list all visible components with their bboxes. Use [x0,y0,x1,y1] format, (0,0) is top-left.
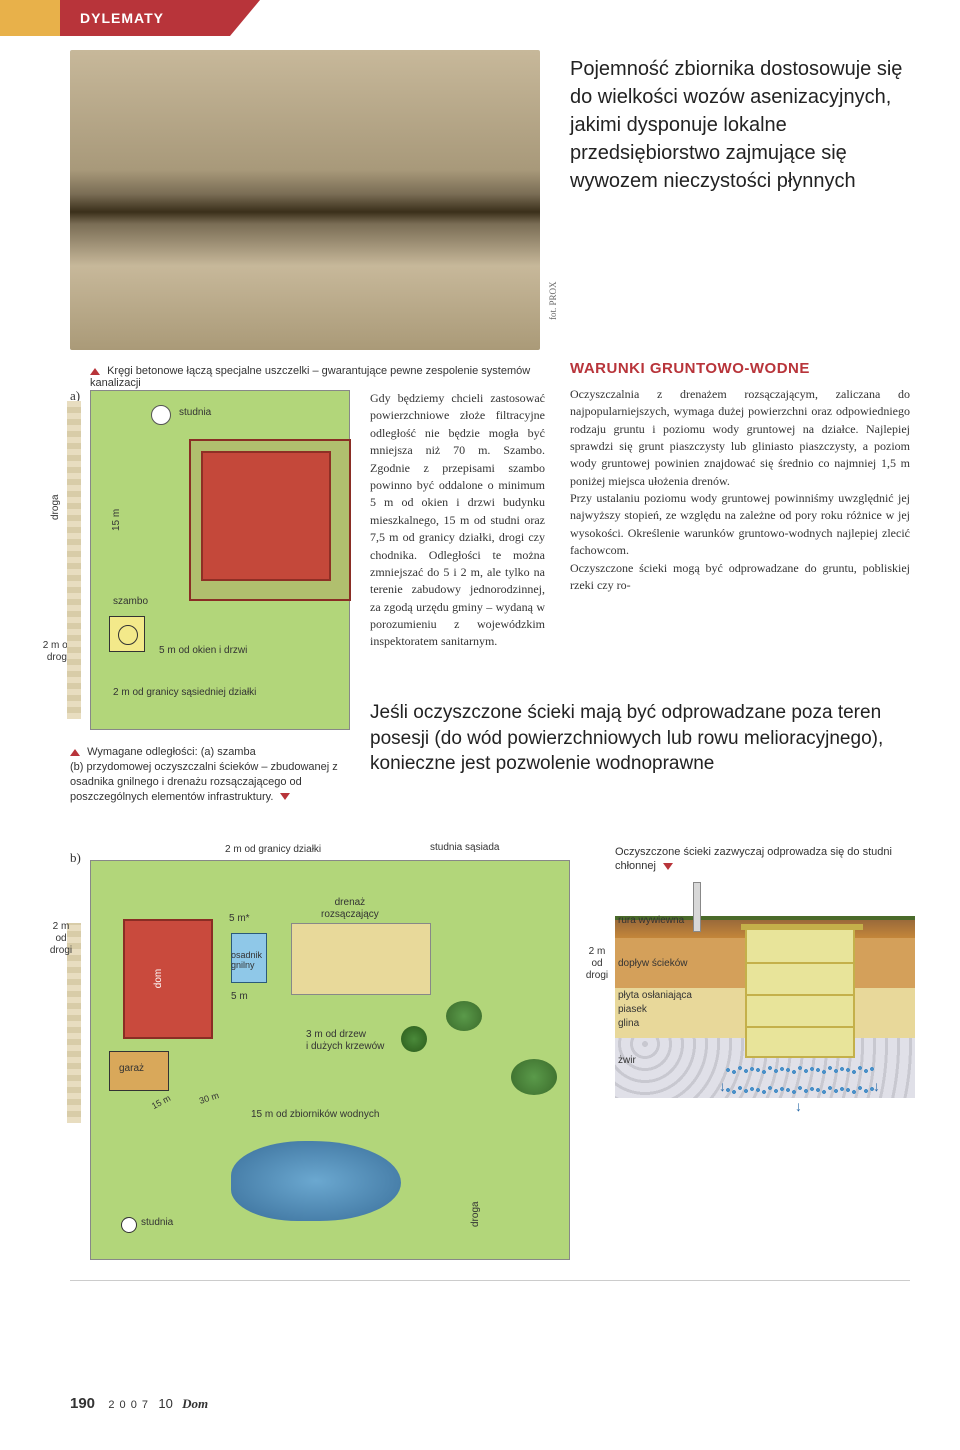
triangle-down-icon [663,863,673,870]
label-inflow: dopływ ścieków [618,958,687,969]
photo-concrete-rings [70,50,540,350]
caption-diagrams: Wymagane odległości: (a) szamba (b) przy… [70,745,360,804]
soakwell-section-diagram: ↓ ↓ ↓ [615,900,915,1150]
drainage-label: drenaż rozsączający [321,897,379,921]
settling-tank-label: osadnik gnilny [231,951,262,971]
magazine-logo: Dom [182,1396,208,1411]
body-right-text: Oczyszczalnia z drenażem rozsączającym, … [570,386,910,595]
road-left-distance: 2 m od drogi [41,921,81,957]
body-column-right: WARUNKI GRUNTOWO-WODNE Oczyszczalnia z d… [570,358,910,594]
garage-label: garaż [119,1063,144,1074]
pullquote: Jeśli oczyszczone ścieki mają być odprow… [370,700,910,777]
body-column-middle: Gdy będziemy chcieli zastosować powierzc… [370,390,545,651]
triangle-up-icon [70,749,80,756]
diagram-b: 2 m od drogi 2 m od drogi dom garaż 5 m*… [90,860,570,1260]
caption-photo: Kręgi betonowe łączą specjalne uszczelki… [90,365,540,389]
well-b-icon [121,1217,137,1233]
distance-15m: 15 m [111,509,122,531]
well-label: studnia [179,407,211,418]
flow-arrow-icon: ↓ [719,1080,726,1096]
well-icon [151,405,171,425]
page-footer: 190 2 0 0 7 10 Dom [70,1395,208,1412]
distance-3m-trees: 3 m od drzew i dużych krzewów [306,1029,384,1053]
distance-border: 2 m od granicy sąsiedniej działki [113,687,256,698]
header-accent [0,0,70,36]
diagram-b-top-distance: 2 m od granicy działki [225,844,321,855]
distance-15m-water: 15 m od zbiorników wodnych [251,1109,379,1120]
vent-pipe [693,882,701,932]
photo-credit: fot. PROX [548,281,558,320]
page-number: 190 [70,1395,95,1412]
distance-30m-diag: 30 m [198,1090,220,1106]
lead-paragraph: Pojemność zbiornika dostosowuje się do w… [570,55,910,195]
tree-icon [401,1026,427,1052]
subheading: WARUNKI GRUNTOWO-WODNE [570,358,910,380]
label-vent-pipe: rura wywiewna [618,915,684,926]
road-right-label: droga [470,1202,481,1228]
footer-issue: 10 [158,1396,172,1411]
distance-5m-star: 5 m* [229,913,250,924]
house-b-label: dom [153,969,164,988]
footer-year: 2 0 0 7 [108,1399,149,1411]
pond-shape [231,1141,401,1221]
flow-arrow-icon: ↓ [873,1080,880,1096]
neighbor-well-label: studnia sąsiada [430,842,500,854]
caption-soakwell: Oczyszczone ścieki zazwyczaj odprowadza … [615,845,915,874]
triangle-down-icon [280,793,290,800]
house-b [123,919,213,1039]
section-header: DYLEMATY [60,0,260,36]
septic-icon [109,616,145,652]
label-clay: glina [618,1018,639,1029]
house-shape [201,451,331,581]
footer-divider [70,1280,910,1281]
bush-icon [446,1001,482,1031]
diagram-b-label: b) [70,850,81,866]
label-cover-plate: płyta osłaniająca [618,990,692,1001]
distance-5m: 5 m [231,991,248,1002]
diagram-a-road-label: droga [50,494,61,520]
road-right-distance: 2 m od drogi [577,946,617,982]
diagram-a: studnia 15 m szambo 5 m od okien i drzwi… [90,390,350,730]
triangle-up-icon [90,368,100,375]
caption-photo-text: Kręgi betonowe łączą specjalne uszczelki… [90,365,530,389]
caption-soakwell-text: Oczyszczone ścieki zazwyczaj odprowadza … [615,846,892,872]
distance-windows: 5 m od okien i drzwi [159,645,247,657]
bush-icon [511,1059,557,1095]
label-sand: piasek [618,1004,647,1015]
soakwell-tank [745,928,855,1058]
caption-diagrams-text: Wymagane odległości: (a) szamba (b) przy… [70,746,338,803]
drainage-field [291,923,431,995]
well-b-label: studnia [141,1217,173,1228]
flow-arrow-icon: ↓ [795,1100,802,1116]
distance-15m-diag: 15 m [150,1093,172,1111]
label-gravel: żwir [618,1055,636,1066]
septic-label: szambo [113,596,148,607]
